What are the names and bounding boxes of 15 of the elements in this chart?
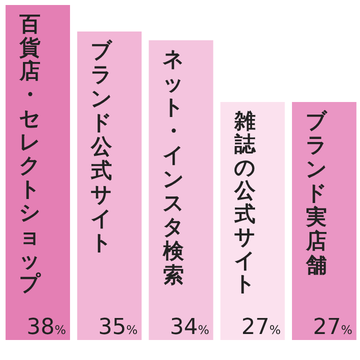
data-label: 35%: [98, 315, 138, 340]
bar: [6, 5, 70, 340]
bar: [220, 102, 285, 340]
category-label: ブランド公式サイト: [90, 38, 113, 254]
data-label: 34%: [170, 315, 210, 340]
bar: [77, 31, 142, 340]
x-tick-label: 雑誌の公式サイト: [233, 108, 256, 296]
data-label: 27%: [313, 315, 352, 340]
x-tick-label: ブランド実店舗: [304, 108, 328, 277]
bar: [148, 40, 214, 340]
data-label: 38%: [26, 315, 66, 340]
category-label: 百貨店・セレクトショップ: [19, 12, 42, 296]
data-label: 27%: [241, 315, 281, 340]
category-label: ネット・インスタ検索: [162, 47, 184, 288]
bar: [292, 102, 356, 340]
